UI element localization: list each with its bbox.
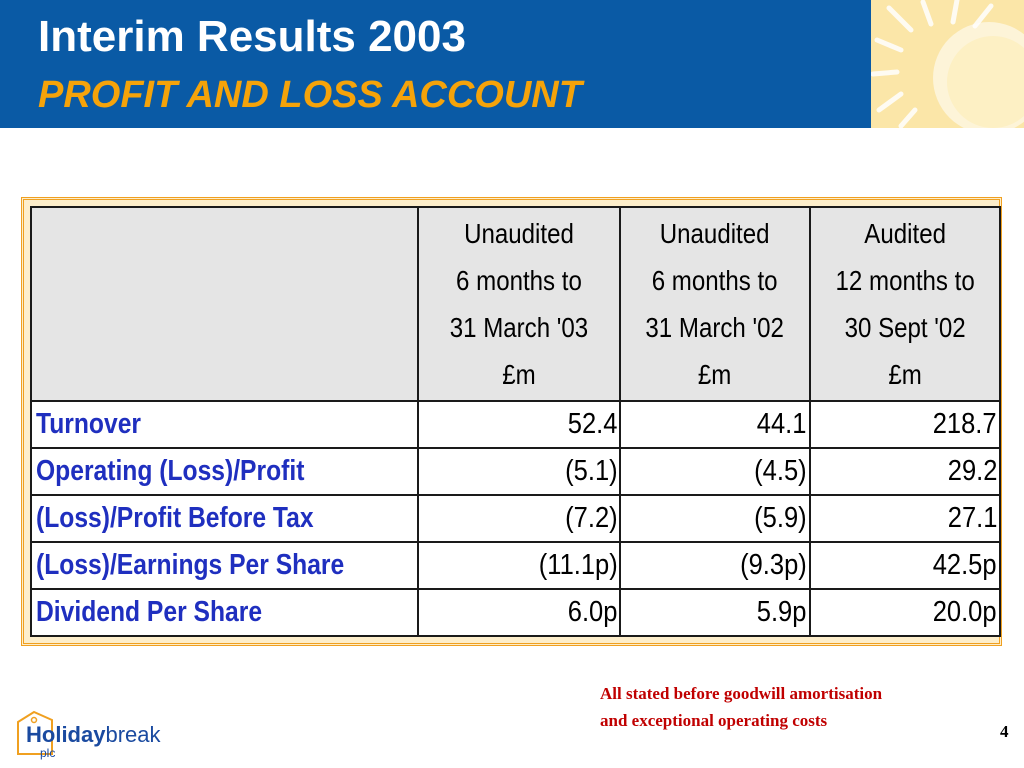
column-header: Unaudited 6 months to 31 March '02 £m bbox=[619, 206, 811, 402]
logo-plc: plc bbox=[40, 746, 56, 760]
footnote-line: All stated before goodwill amortisation bbox=[600, 684, 883, 703]
column-header-status: Audited bbox=[864, 218, 946, 249]
slide-subtitle: PROFIT AND LOSS ACCOUNT bbox=[38, 74, 582, 116]
column-header-date: 30 Sept '02 bbox=[844, 312, 966, 343]
logo-word-break: break bbox=[105, 722, 161, 747]
sun-graphic bbox=[871, 0, 1024, 128]
column-header: Audited 12 months to 30 Sept '02 £m bbox=[808, 206, 1002, 402]
table-cell: 42.5p bbox=[808, 541, 1002, 590]
column-header-period: 6 months to bbox=[652, 265, 778, 296]
cell-value: 20.0p bbox=[933, 596, 997, 628]
table-cell: (5.1) bbox=[417, 447, 622, 496]
slide-title: Interim Results 2003 bbox=[38, 12, 466, 61]
table-cell: (5.9) bbox=[619, 494, 811, 543]
luggage-tag-icon bbox=[17, 710, 53, 755]
profit-loss-table: Unaudited 6 months to 31 March '03 £m Un… bbox=[29, 206, 1002, 637]
page-number: 4 bbox=[1000, 722, 1009, 741]
table-cell: 29.2 bbox=[808, 447, 1002, 496]
column-header-unit: £m bbox=[502, 359, 537, 390]
column-header: Unaudited 6 months to 31 March '03 £m bbox=[417, 206, 622, 402]
table-row: (Loss)/Profit Before Tax (7.2) (5.9) 27.… bbox=[29, 494, 1002, 543]
logo-word-holiday: Holiday bbox=[26, 722, 106, 747]
cell-value: 27.1 bbox=[947, 502, 997, 534]
header-band: Interim Results 2003 PROFIT AND LOSS ACC… bbox=[0, 0, 871, 128]
row-label-text: (Loss)/Profit Before Tax bbox=[36, 502, 314, 534]
column-header-unit: £m bbox=[888, 359, 922, 390]
cell-value: (11.1p) bbox=[538, 549, 618, 581]
table-cell: (11.1p) bbox=[417, 541, 622, 590]
footnote-line: and exceptional operating costs bbox=[600, 711, 828, 730]
table-cell: 44.1 bbox=[619, 400, 811, 449]
table-cell: 218.7 bbox=[808, 400, 1002, 449]
table-row: Operating (Loss)/Profit (5.1) (4.5) 29.2 bbox=[29, 447, 1002, 496]
table-cell: (7.2) bbox=[417, 494, 622, 543]
cell-value: (9.3p) bbox=[740, 549, 807, 581]
table-cell: (9.3p) bbox=[619, 541, 811, 590]
row-label-text: (Loss)/Earnings Per Share bbox=[36, 549, 345, 581]
table-row: (Loss)/Earnings Per Share (11.1p) (9.3p)… bbox=[29, 541, 1002, 590]
cell-value: 218.7 bbox=[933, 408, 997, 440]
sun-icon bbox=[871, 0, 1024, 128]
company-logo: Holidaybreak plc bbox=[12, 708, 172, 762]
table-cell: 27.1 bbox=[808, 494, 1002, 543]
cell-value: (4.5) bbox=[754, 455, 807, 487]
row-label-text: Dividend Per Share bbox=[36, 596, 263, 628]
footnote: All stated before goodwill amortisation … bbox=[600, 680, 1000, 734]
column-header-period: 12 months to bbox=[835, 265, 975, 296]
row-label: Operating (Loss)/Profit bbox=[29, 447, 420, 496]
column-header-date: 31 March '02 bbox=[645, 312, 785, 343]
row-label-text: Turnover bbox=[36, 408, 142, 440]
column-header-period: 6 months to bbox=[456, 265, 583, 296]
row-label: Dividend Per Share bbox=[29, 588, 420, 637]
table-frame: Unaudited 6 months to 31 March '03 £m Un… bbox=[21, 197, 1002, 646]
cell-value: 44.1 bbox=[757, 408, 807, 440]
table-cell: (4.5) bbox=[619, 447, 811, 496]
cell-value: 29.2 bbox=[947, 455, 997, 487]
cell-value: 42.5p bbox=[933, 549, 997, 581]
cell-value: 52.4 bbox=[567, 408, 618, 440]
cell-value: (5.9) bbox=[754, 502, 807, 534]
cell-value: 5.9p bbox=[757, 596, 807, 628]
header-blank-cell bbox=[29, 206, 420, 402]
table-cell: 52.4 bbox=[417, 400, 622, 449]
cell-value: 6.0p bbox=[567, 596, 618, 628]
table-cell: 6.0p bbox=[417, 588, 622, 637]
row-label-text: Operating (Loss)/Profit bbox=[36, 455, 305, 487]
column-header-status: Unaudited bbox=[660, 218, 770, 249]
table-row: Turnover 52.4 44.1 218.7 bbox=[29, 400, 1002, 449]
column-header-unit: £m bbox=[698, 359, 732, 390]
column-header-date: 31 March '03 bbox=[450, 312, 589, 343]
cell-value: (7.2) bbox=[564, 502, 618, 534]
logo-wordmark: Holidaybreak bbox=[26, 722, 161, 748]
column-header-status: Unaudited bbox=[464, 218, 575, 249]
row-label: (Loss)/Profit Before Tax bbox=[29, 494, 420, 543]
table-header-row: Unaudited 6 months to 31 March '03 £m Un… bbox=[29, 206, 1002, 402]
row-label: Turnover bbox=[29, 400, 420, 449]
table-row: Dividend Per Share 6.0p 5.9p 20.0p bbox=[29, 588, 1002, 637]
table-cell: 5.9p bbox=[619, 588, 811, 637]
row-label: (Loss)/Earnings Per Share bbox=[29, 541, 420, 590]
cell-value: (5.1) bbox=[564, 455, 618, 487]
table-cell: 20.0p bbox=[808, 588, 1002, 637]
